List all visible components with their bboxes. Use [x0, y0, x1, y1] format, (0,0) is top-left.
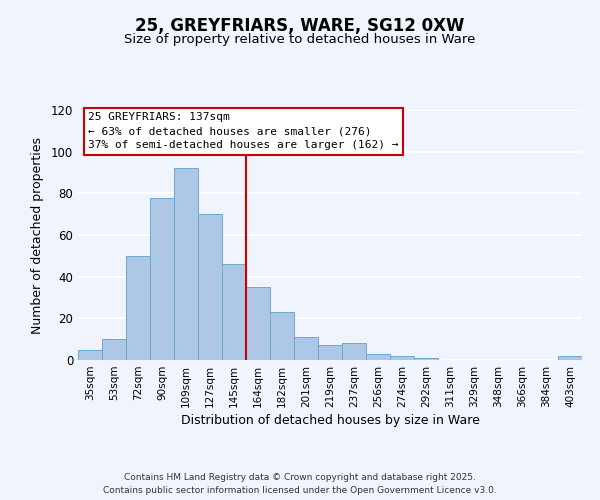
- Bar: [342, 344, 366, 360]
- Bar: [198, 214, 222, 360]
- Text: Contains HM Land Registry data © Crown copyright and database right 2025.: Contains HM Land Registry data © Crown c…: [124, 472, 476, 482]
- Bar: [246, 287, 270, 360]
- Bar: [318, 346, 342, 360]
- Bar: [558, 356, 582, 360]
- Bar: [390, 356, 414, 360]
- Text: 25, GREYFRIARS, WARE, SG12 0XW: 25, GREYFRIARS, WARE, SG12 0XW: [136, 18, 464, 36]
- Text: 25 GREYFRIARS: 137sqm
← 63% of detached houses are smaller (276)
37% of semi-det: 25 GREYFRIARS: 137sqm ← 63% of detached …: [88, 112, 398, 150]
- Bar: [270, 312, 294, 360]
- Bar: [222, 264, 246, 360]
- Bar: [366, 354, 390, 360]
- Bar: [102, 339, 126, 360]
- Bar: [414, 358, 438, 360]
- X-axis label: Distribution of detached houses by size in Ware: Distribution of detached houses by size …: [181, 414, 479, 427]
- Bar: [78, 350, 102, 360]
- Y-axis label: Number of detached properties: Number of detached properties: [31, 136, 44, 334]
- Bar: [150, 198, 174, 360]
- Bar: [174, 168, 198, 360]
- Text: Contains public sector information licensed under the Open Government Licence v3: Contains public sector information licen…: [103, 486, 497, 495]
- Bar: [126, 256, 150, 360]
- Text: Size of property relative to detached houses in Ware: Size of property relative to detached ho…: [124, 32, 476, 46]
- Bar: [294, 337, 318, 360]
